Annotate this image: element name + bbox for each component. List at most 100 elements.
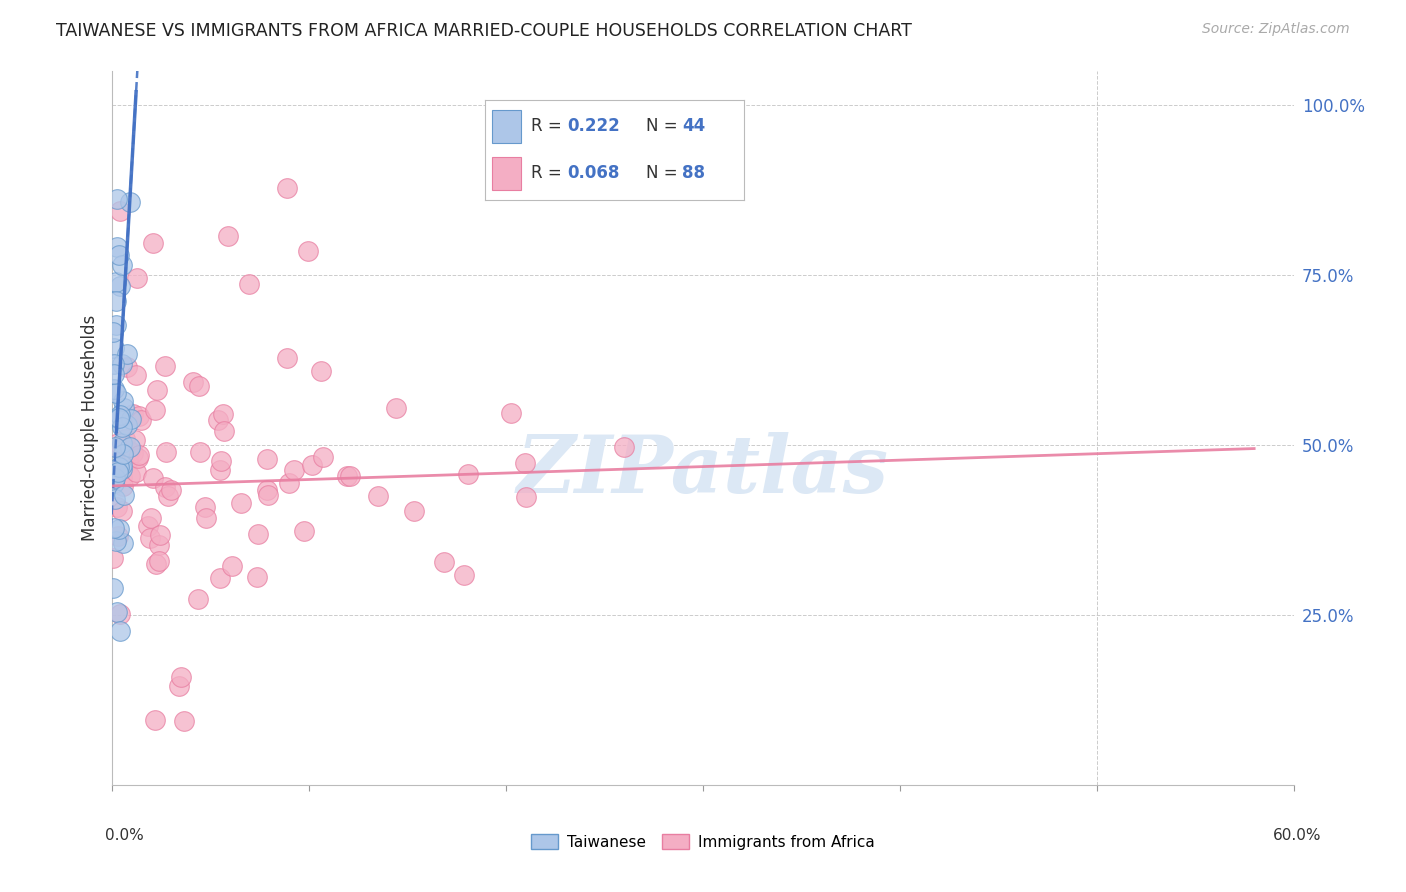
Point bbox=[148, 554, 170, 568]
Point bbox=[108, 442, 131, 456]
Point bbox=[136, 519, 159, 533]
Point bbox=[221, 558, 243, 573]
Point bbox=[309, 364, 332, 378]
Point bbox=[212, 407, 235, 421]
Point bbox=[256, 451, 278, 466]
Point bbox=[118, 194, 141, 209]
Point bbox=[238, 277, 260, 291]
Point bbox=[108, 248, 131, 262]
Point bbox=[103, 581, 125, 595]
Point bbox=[108, 624, 131, 639]
Point bbox=[103, 521, 125, 535]
Point bbox=[276, 351, 298, 366]
Point bbox=[125, 465, 148, 479]
Point bbox=[115, 347, 138, 361]
Point bbox=[115, 360, 138, 375]
Point bbox=[209, 463, 232, 477]
Point bbox=[367, 489, 389, 503]
Point bbox=[121, 446, 143, 460]
Point bbox=[111, 436, 134, 450]
Point bbox=[114, 433, 136, 447]
Point bbox=[515, 490, 537, 504]
Point bbox=[142, 236, 165, 251]
Point bbox=[207, 413, 229, 427]
Point bbox=[156, 489, 179, 503]
Point bbox=[120, 443, 142, 458]
Point bbox=[513, 456, 536, 470]
Point bbox=[292, 524, 315, 539]
Point bbox=[125, 368, 148, 382]
Point bbox=[339, 469, 361, 483]
Point bbox=[120, 469, 142, 483]
Point bbox=[159, 483, 181, 498]
Point bbox=[103, 383, 125, 397]
Point bbox=[103, 341, 125, 355]
Point bbox=[139, 531, 162, 545]
Point bbox=[143, 713, 166, 727]
Point bbox=[112, 536, 135, 550]
Point bbox=[209, 570, 232, 584]
Point bbox=[128, 409, 150, 423]
Point bbox=[104, 386, 127, 401]
Point bbox=[120, 412, 142, 426]
Text: TAIWANESE VS IMMIGRANTS FROM AFRICA MARRIED-COUPLE HOUSEHOLDS CORRELATION CHART: TAIWANESE VS IMMIGRANTS FROM AFRICA MARR… bbox=[56, 22, 912, 40]
Point bbox=[499, 406, 522, 420]
Text: 0.0%: 0.0% bbox=[105, 828, 145, 843]
Point bbox=[188, 378, 211, 392]
Point bbox=[155, 445, 177, 459]
Text: Source: ZipAtlas.com: Source: ZipAtlas.com bbox=[1202, 22, 1350, 37]
Point bbox=[149, 528, 172, 542]
Point bbox=[110, 607, 132, 621]
Point bbox=[120, 440, 142, 454]
Point bbox=[105, 318, 128, 333]
Y-axis label: Married-couple Households: Married-couple Households bbox=[82, 315, 100, 541]
Point bbox=[103, 470, 125, 484]
Point bbox=[153, 359, 176, 373]
Text: ZIPatlas: ZIPatlas bbox=[517, 433, 889, 509]
Point bbox=[153, 480, 176, 494]
Point bbox=[124, 433, 146, 447]
Point bbox=[246, 527, 269, 541]
Point bbox=[103, 326, 125, 340]
Point bbox=[110, 504, 132, 518]
Point bbox=[257, 488, 280, 502]
Point bbox=[111, 448, 134, 462]
Point bbox=[111, 458, 134, 473]
Point bbox=[105, 240, 128, 254]
Text: 60.0%: 60.0% bbox=[1274, 828, 1322, 843]
Point bbox=[169, 679, 191, 693]
Point bbox=[613, 440, 636, 454]
Point bbox=[336, 468, 359, 483]
Point bbox=[145, 557, 167, 571]
Point bbox=[217, 228, 239, 243]
Point bbox=[170, 670, 193, 684]
Point bbox=[121, 407, 143, 421]
Point bbox=[110, 204, 132, 219]
Point bbox=[187, 591, 209, 606]
Point bbox=[457, 467, 479, 481]
Point bbox=[453, 568, 475, 582]
Point bbox=[256, 483, 278, 498]
Point bbox=[173, 714, 195, 728]
Point bbox=[194, 500, 217, 514]
Point bbox=[112, 478, 135, 492]
Point bbox=[101, 551, 124, 566]
Point bbox=[145, 402, 167, 417]
Point bbox=[111, 358, 134, 372]
Point bbox=[276, 181, 298, 195]
Point bbox=[111, 470, 134, 484]
Point bbox=[283, 463, 305, 477]
Point bbox=[246, 570, 269, 584]
Point bbox=[104, 294, 127, 309]
Point bbox=[312, 450, 335, 464]
Point bbox=[212, 424, 235, 438]
Legend: Taiwanese, Immigrants from Africa: Taiwanese, Immigrants from Africa bbox=[524, 828, 882, 855]
Point bbox=[277, 476, 299, 491]
Point bbox=[115, 417, 138, 432]
Point bbox=[108, 459, 131, 474]
Point bbox=[107, 465, 129, 479]
Point bbox=[181, 375, 204, 389]
Point bbox=[402, 503, 425, 517]
Point bbox=[111, 393, 134, 408]
Point bbox=[103, 368, 125, 382]
